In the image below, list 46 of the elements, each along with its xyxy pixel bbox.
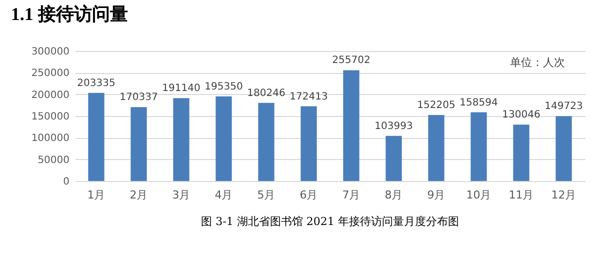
x-tick-label: 7月 bbox=[342, 188, 360, 202]
data-label: 255702 bbox=[332, 55, 370, 66]
y-tick-label: 50000 bbox=[38, 154, 70, 166]
bar bbox=[428, 115, 444, 181]
caption: 图 3-1 湖北省图书馆 2021 年接待访问量月度分布图 bbox=[201, 215, 459, 228]
x-tick-label: 11月 bbox=[508, 188, 534, 202]
bar bbox=[88, 92, 104, 181]
data-label: 203335 bbox=[77, 78, 116, 89]
chart-title: 1.1 接待访问量 bbox=[10, 4, 128, 24]
bar bbox=[300, 106, 317, 181]
x-tick-label: 6月 bbox=[300, 188, 318, 202]
bar bbox=[216, 96, 232, 181]
bar bbox=[386, 136, 402, 181]
bar bbox=[173, 98, 190, 181]
data-label: 180246 bbox=[247, 88, 286, 99]
y-tick-label: 250000 bbox=[31, 68, 70, 80]
data-label: 152205 bbox=[417, 100, 456, 112]
y-tick-label: 200000 bbox=[31, 90, 70, 101]
x-tick-label: 10月 bbox=[466, 188, 492, 202]
y-tick-label: 300000 bbox=[31, 46, 70, 58]
x-tick-label: 2月 bbox=[130, 188, 148, 202]
data-label: 103993 bbox=[374, 120, 413, 132]
data-label: 191140 bbox=[162, 83, 200, 94]
x-tick-label: 9月 bbox=[427, 188, 446, 202]
bar bbox=[343, 70, 360, 181]
y-tick-label: 0 bbox=[63, 176, 70, 188]
data-label: 170337 bbox=[120, 92, 158, 104]
y-tick-label: 100000 bbox=[31, 133, 70, 144]
bar bbox=[556, 116, 572, 181]
y-tick-label: 150000 bbox=[31, 112, 70, 122]
bar bbox=[470, 112, 487, 181]
bar bbox=[130, 107, 147, 181]
x-tick-label: 5月 bbox=[257, 188, 276, 202]
data-label: 149723 bbox=[544, 101, 583, 112]
x-tick-label: 12月 bbox=[551, 188, 576, 202]
bar bbox=[258, 102, 274, 181]
x-tick-label: 3月 bbox=[172, 188, 190, 202]
annotation: 单位：人次 bbox=[510, 56, 565, 69]
x-tick-label: 4月 bbox=[214, 188, 233, 202]
x-tick-label: 8月 bbox=[384, 188, 403, 202]
data-label: 172413 bbox=[290, 91, 328, 102]
data-label: 158594 bbox=[460, 97, 498, 108]
bar bbox=[513, 124, 530, 181]
data-label: 130046 bbox=[502, 110, 540, 121]
data-label: 195350 bbox=[204, 81, 243, 92]
x-tick-label: 1月 bbox=[87, 188, 106, 202]
